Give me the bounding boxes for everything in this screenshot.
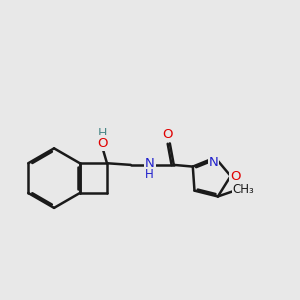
Text: N: N — [145, 157, 154, 170]
Text: H: H — [145, 168, 154, 181]
Text: CH₃: CH₃ — [233, 183, 255, 196]
Text: H: H — [98, 127, 107, 140]
Text: N: N — [208, 156, 218, 169]
Text: O: O — [97, 136, 108, 150]
Text: O: O — [230, 169, 241, 182]
Text: O: O — [163, 128, 173, 141]
